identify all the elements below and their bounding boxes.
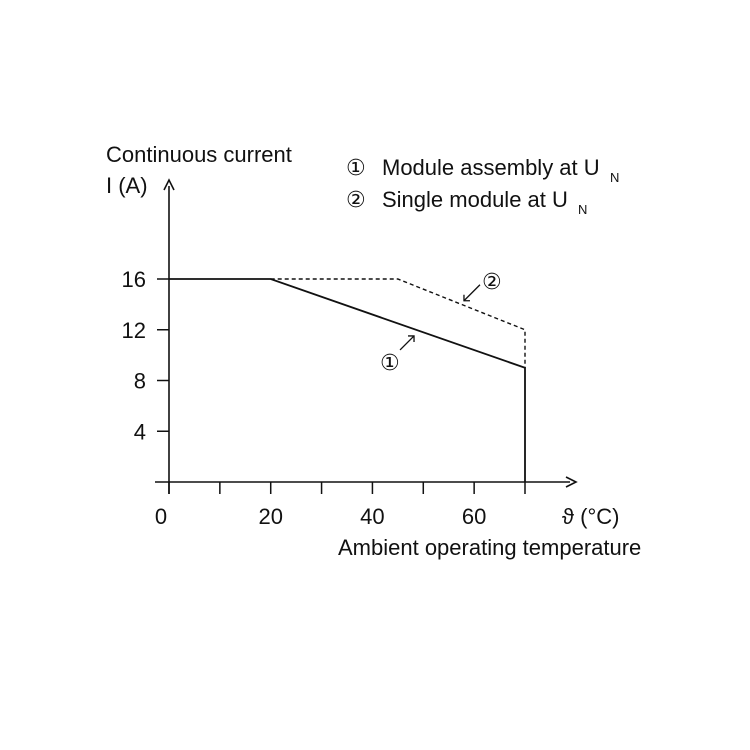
- series-group: [169, 278, 526, 482]
- annotation-arrowhead-1: [408, 335, 415, 342]
- series-line-2: [270, 278, 526, 368]
- series-line-1: [169, 278, 526, 482]
- x-tick-label-40: 40: [360, 504, 384, 529]
- axes: [155, 178, 578, 494]
- legend-marker-1: ①: [346, 155, 366, 180]
- y-tick-label-16: 16: [122, 267, 146, 292]
- annotation-arrow-2: [463, 284, 481, 302]
- annotation-arrow-1: [399, 335, 415, 351]
- annotation-label-1: ①: [380, 350, 400, 375]
- y-axis-arrow: [163, 178, 175, 191]
- y-axis-title-line2: I (A): [106, 173, 148, 198]
- legend-subscript-2: N: [578, 202, 587, 217]
- legend-subscript-1: N: [610, 170, 619, 185]
- y-tick-label-8: 8: [134, 369, 146, 394]
- legend-marker-2: ②: [346, 187, 366, 212]
- annotation-label-2: ②: [482, 269, 502, 294]
- x-axis-symbol: ϑ (°C): [562, 504, 619, 529]
- x-axis-title: Ambient operating temperature: [338, 535, 641, 560]
- y-axis-title-line1: Continuous current: [106, 142, 292, 167]
- x-tick-label-60: 60: [462, 504, 486, 529]
- legend: ① Module assembly at U N ② Single module…: [346, 155, 619, 217]
- legend-label-1: Module assembly at U: [382, 155, 600, 180]
- ticks: 0 20 40 60 4 8 12 16: [122, 267, 526, 529]
- legend-label-2: Single module at U: [382, 187, 568, 212]
- x-axis-arrow: [565, 476, 578, 488]
- x-tick-label-20: 20: [258, 504, 282, 529]
- annotation-arrowhead-2: [463, 294, 470, 302]
- annotations: ①②: [380, 269, 502, 375]
- y-tick-label-12: 12: [122, 318, 146, 343]
- x-tick-label-0: 0: [155, 504, 167, 529]
- y-tick-label-4: 4: [134, 419, 146, 444]
